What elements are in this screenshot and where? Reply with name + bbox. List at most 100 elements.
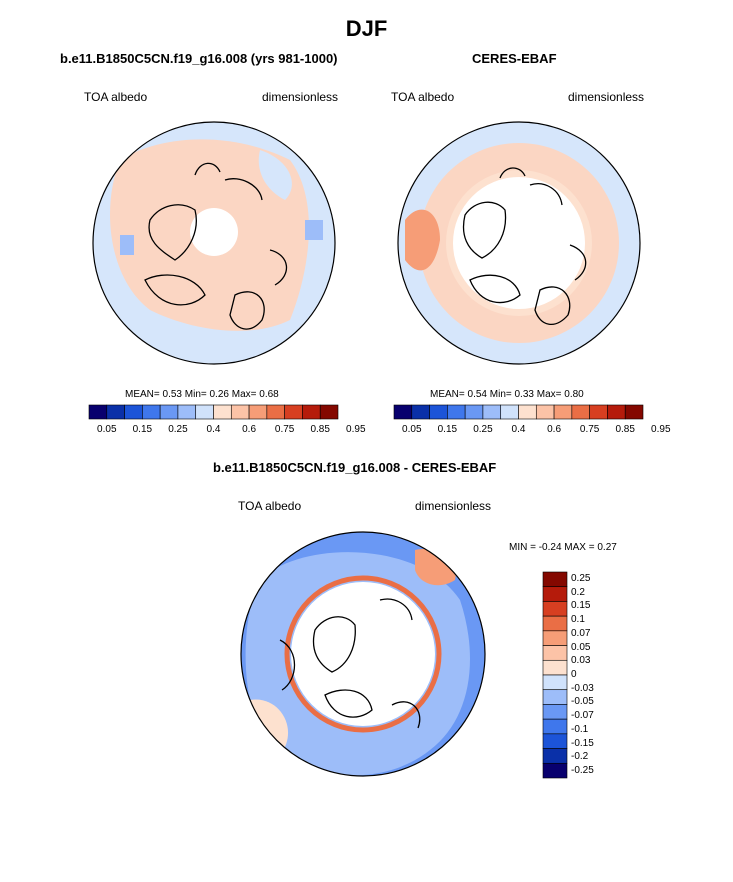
left-map [92, 121, 336, 365]
right-map-border [397, 121, 641, 365]
diff-colorbar-box [542, 704, 568, 720]
right-polar-night [453, 177, 585, 309]
diff-colorbar-box [542, 674, 568, 691]
left-max-value: 0.68 [259, 389, 279, 400]
left-colorbar-box [266, 404, 285, 420]
right-mean-label: MEAN= [430, 389, 465, 400]
left-colorbar-box [302, 404, 321, 420]
left-colorbar-box [319, 404, 339, 420]
left-colorbar-ticks: 0.05 0.15 0.25 0.4 0.6 0.75 0.85 0.95 [0, 424, 733, 438]
left-colorbar-tick-label: 0.95 [346, 424, 366, 435]
left-colorbar [88, 404, 339, 420]
right-colorbar-box [624, 404, 644, 420]
left-colorbar-tick-label: 0.6 [242, 424, 257, 435]
left-colorbar-box [195, 404, 214, 420]
figure-title: DJF [345, 16, 388, 41]
right-units-label: dimensionless [568, 90, 645, 104]
left-colorbar-box [230, 404, 250, 420]
left-colorbar-box [284, 404, 303, 420]
right-colorbar-tick-label: 0.4 [511, 424, 526, 435]
right-colorbar-box [518, 404, 537, 420]
diff-var-label: TOA albedo [238, 499, 302, 513]
right-colorbar-box [589, 404, 608, 420]
left-colorbar-box [88, 404, 108, 420]
left-albedo-patch-blue [305, 220, 323, 240]
right-min-label: Min= [489, 389, 512, 400]
right-colorbar-tick-label: 0.05 [402, 424, 422, 435]
left-colorbar-box [159, 404, 179, 420]
diff-units-label: dimensionless [415, 499, 492, 513]
diff-map-border [240, 531, 486, 777]
left-albedo-low-patch [258, 150, 292, 200]
left-colorbar-box [213, 404, 232, 420]
right-colorbar-tick-label: 0.95 [651, 424, 671, 435]
left-colorbar-tick-label: 0.75 [274, 424, 295, 435]
left-coastlines [144, 162, 288, 330]
left-colorbar-tick-label: 0.25 [168, 424, 188, 435]
right-colorbar [393, 404, 644, 420]
left-colorbar-tick-label: 0.85 [310, 424, 330, 435]
right-max-label: Max= [536, 389, 562, 400]
diff-colorbar-box [542, 689, 568, 705]
diff-colorbar-box [542, 586, 568, 602]
diff-minmax: MIN = -0.24 MAX = 0.27 [509, 542, 617, 553]
diff-colorbar-box [542, 733, 568, 749]
left-min-label: Min= [184, 389, 207, 400]
right-colorbar-box [571, 404, 590, 420]
diff-colorbar-box [542, 601, 568, 617]
left-pole-hole [190, 208, 238, 256]
right-colorbar-box [429, 404, 448, 420]
right-colorbar-box [447, 404, 466, 420]
right-colorbar-box [411, 404, 430, 420]
diff-colorbar-box [542, 645, 568, 661]
right-map [397, 121, 641, 365]
left-colorbar-tick-label: 0.05 [97, 424, 117, 435]
diff-colorbar-box [542, 718, 568, 735]
diff-colorbar-box [542, 630, 568, 646]
diff-colorbar-box [542, 615, 568, 632]
left-colorbar-box [248, 404, 268, 420]
left-units-label: dimensionless [262, 90, 339, 104]
left-colorbar-box [106, 404, 125, 420]
left-mean-label: MEAN= [125, 389, 160, 400]
right-max-value: 0.80 [564, 389, 584, 400]
diff-polar-night [291, 582, 435, 726]
diff-colorbar-box [542, 748, 568, 764]
diff-map [240, 531, 486, 777]
right-colorbar-tick-label: 0.25 [473, 424, 493, 435]
right-var-label: TOA albedo [391, 90, 455, 104]
right-mean-value: 0.54 [467, 389, 487, 400]
diff-edge-ring [284, 575, 442, 733]
diff-colorbar-box [542, 659, 568, 676]
left-max-label: Max= [231, 389, 257, 400]
right-colorbar-box [553, 404, 573, 420]
left-albedo-patch-blue-2 [120, 235, 134, 255]
left-subtitle: b.e11.B1850C5CN.f19_g16.008 (yrs 981-100… [60, 51, 338, 66]
right-subtitle: CERES-EBAF [472, 51, 557, 66]
right-coastlines [462, 167, 587, 325]
right-colorbar-box [535, 404, 555, 420]
diff-colorbar [542, 571, 568, 779]
left-colorbar-tick-label: 0.15 [132, 424, 153, 435]
right-min-value: 0.33 [514, 389, 534, 400]
left-min-value: 0.26 [209, 389, 229, 400]
left-colorbar-box [142, 404, 161, 420]
right-colorbar-box [393, 404, 413, 420]
right-colorbar-tick-label: 0.6 [547, 424, 562, 435]
right-colorbar-tick-label: 0.75 [579, 424, 600, 435]
left-var-label: TOA albedo [84, 90, 148, 104]
right-albedo-high-patch [405, 209, 440, 271]
left-map-border [92, 121, 336, 365]
left-mean-value: 0.53 [162, 389, 182, 400]
left-colorbar-box [177, 404, 197, 420]
diff-colorbar-box [542, 571, 568, 588]
right-colorbar-box [500, 404, 519, 420]
left-stats: MEAN= 0.53 Min= 0.26 Max= 0.68 [125, 389, 279, 400]
diff-colorbar-box [542, 762, 568, 779]
diff-subtitle: b.e11.B1850C5CN.f19_g16.008 - CERES-EBAF [213, 460, 497, 475]
diff-coastlines [279, 598, 421, 729]
right-colorbar-ticks: 0.05 0.15 0.25 0.4 0.6 0.75 0.85 0.95 [0, 424, 733, 438]
right-colorbar-tick-label: 0.85 [615, 424, 635, 435]
left-colorbar-box [124, 404, 143, 420]
